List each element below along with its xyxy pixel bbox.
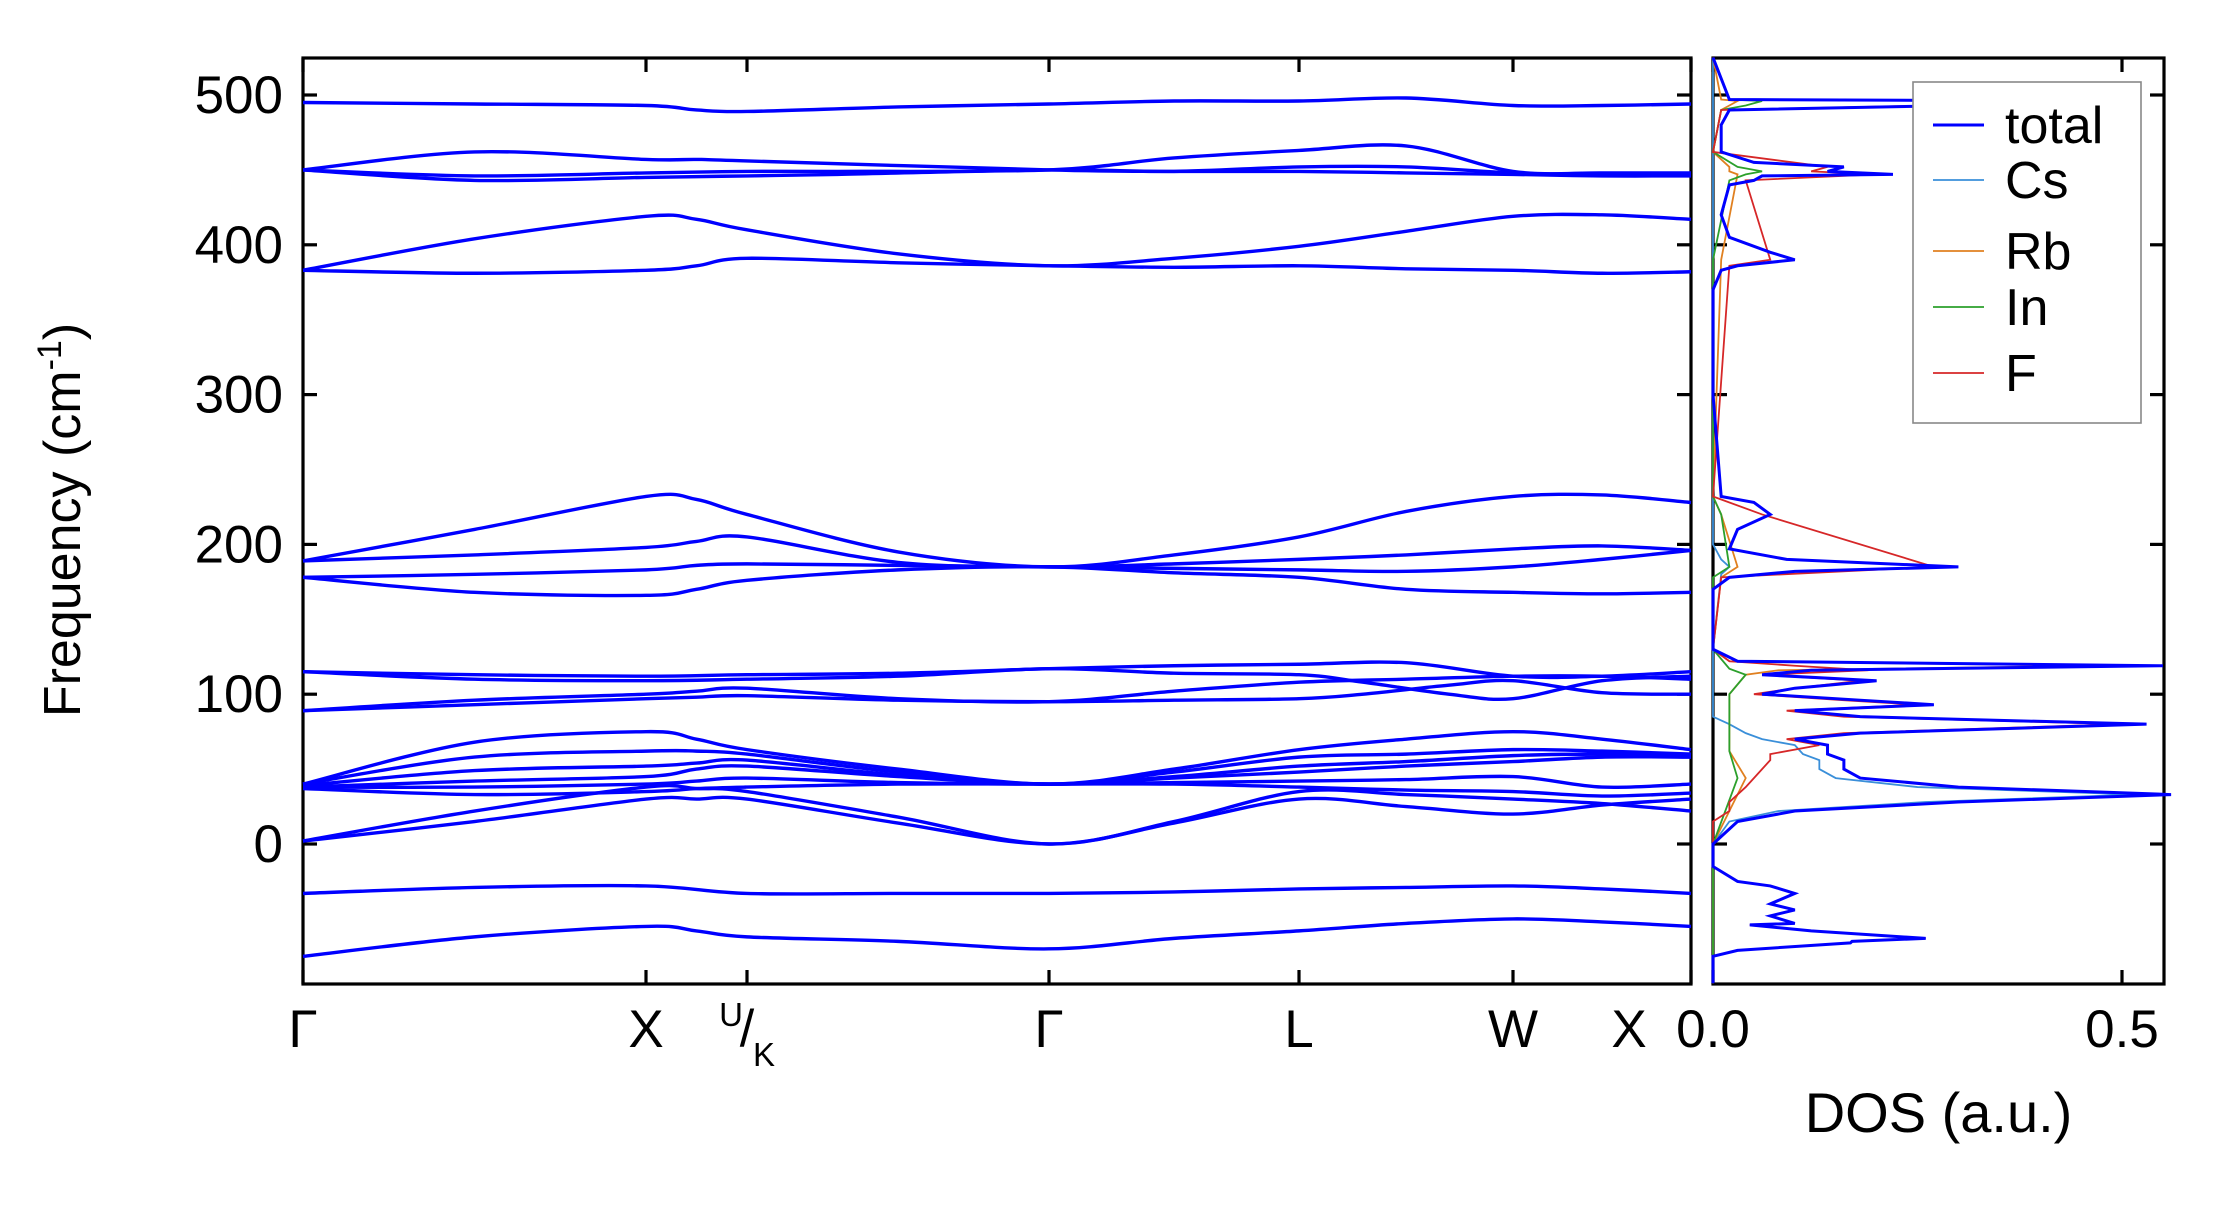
svg-text:W: W bbox=[1488, 1000, 1538, 1059]
svg-text:Cs: Cs bbox=[2005, 152, 2069, 210]
svg-text:K: K bbox=[753, 1036, 775, 1073]
svg-text:0.5: 0.5 bbox=[2085, 1000, 2159, 1059]
svg-text:200: 200 bbox=[195, 515, 283, 574]
svg-text:U: U bbox=[719, 996, 743, 1033]
svg-text:Frequency (cm-1): Frequency (cm-1) bbox=[31, 323, 92, 717]
svg-text:Γ: Γ bbox=[1034, 1000, 1063, 1059]
svg-text:total: total bbox=[2005, 97, 2103, 155]
svg-text:In: In bbox=[2005, 279, 2048, 337]
svg-text:Γ: Γ bbox=[288, 1000, 317, 1059]
svg-text:100: 100 bbox=[195, 665, 283, 724]
svg-text:300: 300 bbox=[195, 366, 283, 425]
svg-text:500: 500 bbox=[195, 66, 283, 125]
svg-text:X: X bbox=[1611, 1000, 1646, 1059]
svg-text:Rb: Rb bbox=[2005, 223, 2071, 281]
svg-text:0.0: 0.0 bbox=[1676, 1000, 1750, 1059]
svg-text:400: 400 bbox=[195, 216, 283, 275]
svg-text:0: 0 bbox=[254, 815, 283, 874]
svg-text:F: F bbox=[2005, 345, 2037, 403]
svg-text:L: L bbox=[1284, 1000, 1313, 1059]
svg-text:X: X bbox=[628, 1000, 663, 1059]
svg-text:DOS (a.u.): DOS (a.u.) bbox=[1805, 1081, 2073, 1144]
